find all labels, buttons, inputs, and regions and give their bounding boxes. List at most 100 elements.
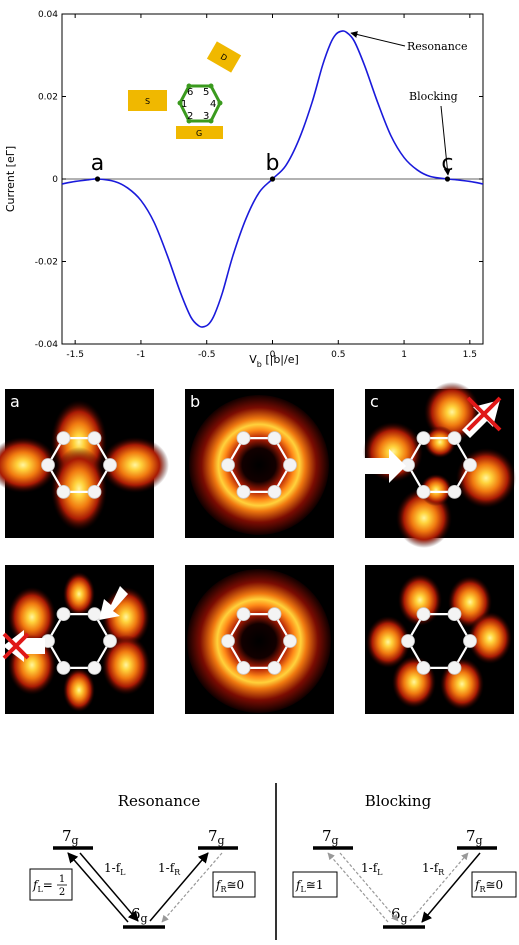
y-tick-label: 0.02: [38, 93, 58, 103]
atom-site: [416, 607, 431, 622]
injection-arrow-bottom: [99, 586, 128, 620]
x-tick-label: -1: [136, 350, 145, 360]
arrow-up-right-b: [409, 852, 469, 922]
x-tick-label: 1.5: [463, 350, 477, 360]
x-tick-label: 1: [401, 350, 407, 360]
fr-b-value: fR≅0: [474, 878, 503, 894]
fr-b-box: [471, 871, 517, 898]
rate-left-b-label: 1-fL: [361, 861, 383, 877]
device-inset: S G D 6 5 1 4 2 3: [128, 41, 242, 139]
block-cross-4: [2, 632, 30, 660]
drain-label: D: [219, 52, 229, 63]
gate-electrode: [176, 126, 223, 139]
y-tick-label: 0: [52, 175, 58, 185]
fl-value: fL=: [32, 878, 53, 894]
panel-c-label: c: [370, 392, 379, 411]
y-tick-label: 0.04: [38, 10, 58, 20]
blocking-diagram: Blocking 7g 7g 6g 1-fL 1-fR fL≅1 fR≅0: [292, 792, 517, 929]
atom-site: [463, 634, 477, 648]
resonance-arrow: [350, 31, 406, 47]
source-electrode: [128, 90, 167, 111]
atom-site: [416, 431, 431, 446]
atom-site: [87, 484, 102, 499]
atom-site: [447, 607, 462, 622]
blocking-arrow: [440, 105, 451, 176]
level-7g-right-b-label: 7g: [466, 827, 483, 847]
atom-site: [447, 431, 462, 446]
atom-site: [267, 484, 282, 499]
site-4: 4: [210, 99, 216, 110]
blocked-arrow-bottom: [3, 630, 45, 662]
panel-a-top: a: [0, 389, 169, 538]
arrow-down-right: [161, 852, 223, 923]
panel-c-top: c: [363, 382, 516, 548]
atom-site: [87, 431, 102, 446]
atom-site: [56, 607, 71, 622]
atom-site: [56, 484, 71, 499]
atom-site: [401, 634, 415, 648]
point-label-b: b: [266, 151, 280, 176]
site-3: 3: [203, 111, 209, 122]
fr-box: [212, 871, 256, 898]
atom-site: [283, 458, 297, 472]
x-tick-label: -0.5: [198, 350, 216, 360]
y-tick-label: -0.02: [35, 258, 58, 268]
arrow-up-left: [67, 852, 129, 923]
panel-b-top: b: [185, 389, 334, 538]
x-tick-label: 0.5: [331, 350, 345, 360]
panel-a-bottom: [2, 565, 154, 714]
atom-site: [416, 484, 431, 499]
x-axis-label: Vb [|b|/e]: [249, 353, 299, 369]
rate-right-label: 1-fR: [158, 861, 181, 877]
y-tick-label: -0.04: [35, 340, 59, 350]
site-2: 2: [187, 111, 193, 122]
injection-arrow: [363, 449, 406, 483]
atom-site: [41, 458, 55, 472]
point-label-a: a: [91, 151, 104, 176]
rate-right-b-label: 1-fR: [422, 861, 445, 877]
y-axis-ticks: -0.04 -0.02 0 0.02 0.04: [35, 10, 483, 350]
site-1: 1: [181, 99, 187, 110]
level-7g-left-b-label: 7g: [322, 827, 339, 847]
site-5: 5: [203, 87, 209, 98]
level-7g-left-label: 7g: [62, 827, 79, 847]
source-label: S: [145, 97, 150, 106]
atom-site: [56, 660, 71, 675]
atom-site: [236, 484, 251, 499]
atom-site: [267, 607, 282, 622]
resonance-diagram: Resonance 7g 7g 6g 1-fL 1-fR fL= 1 2 fR≅…: [29, 792, 256, 929]
fl-b-box: [292, 871, 338, 898]
level-diagrams: Resonance 7g 7g 6g 1-fL 1-fR fL= 1 2 fR≅…: [29, 783, 517, 940]
resonance-title: Resonance: [118, 792, 201, 810]
level-7g-right-label: 7g: [208, 827, 225, 847]
blocking-title: Blocking: [365, 792, 432, 810]
inset-sites: [177, 83, 223, 124]
fl-box: [29, 868, 73, 901]
atom-site: [236, 431, 251, 446]
atom-site: [103, 458, 117, 472]
atom-site: [236, 607, 251, 622]
arrow-up-left-b: [327, 852, 389, 923]
atom-site: [416, 660, 431, 675]
x-axis-ticks: -1.5 -1 -0.5 0 0.5 1 1.5: [66, 14, 477, 360]
y-axis-label: Current [eΓ]: [4, 146, 17, 212]
arrow-down-right-b: [421, 852, 481, 923]
resonance-annotation: Resonance: [407, 40, 467, 53]
atom-site: [447, 484, 462, 499]
x-tick-label: -1.5: [66, 350, 84, 360]
atom-site: [103, 634, 117, 648]
atom-site: [87, 660, 102, 675]
blocking-annotation: Blocking: [409, 90, 458, 103]
arrow-up-right: [149, 852, 209, 922]
panel-a-label: a: [10, 392, 20, 411]
panel-b-bottom: [185, 565, 334, 714]
point-c: [444, 176, 451, 182]
atom-site: [267, 431, 282, 446]
fl-b-value: fL≅1: [295, 878, 323, 894]
atom-site: [283, 634, 297, 648]
rate-left-label: 1-fL: [104, 861, 126, 877]
atom-site: [236, 660, 251, 675]
fr-value: fR≅0: [215, 878, 244, 894]
